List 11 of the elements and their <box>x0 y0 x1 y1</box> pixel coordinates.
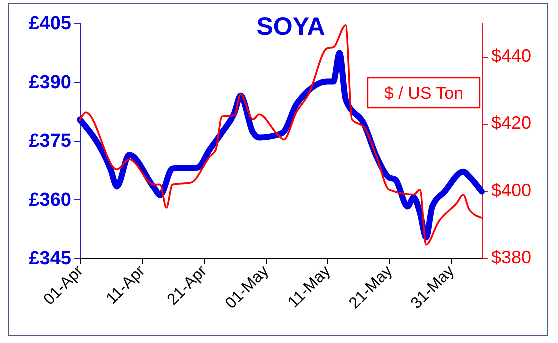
y-tick-label: £360 <box>29 190 72 211</box>
y2-tick-label: $380 <box>492 248 532 268</box>
y2-axis-title: $ / US Ton <box>384 84 464 103</box>
y-tick-label: £345 <box>29 248 72 270</box>
y-tick-label: £375 <box>29 131 72 152</box>
y-tick-label: £405 <box>29 14 72 34</box>
y2-tick-label: $420 <box>492 113 532 134</box>
y2-tick-label: $400 <box>492 180 532 200</box>
y-tick-label: £390 <box>29 72 72 94</box>
y2-tick-label: $440 <box>492 46 532 66</box>
chart-title: SOYA <box>256 13 326 41</box>
